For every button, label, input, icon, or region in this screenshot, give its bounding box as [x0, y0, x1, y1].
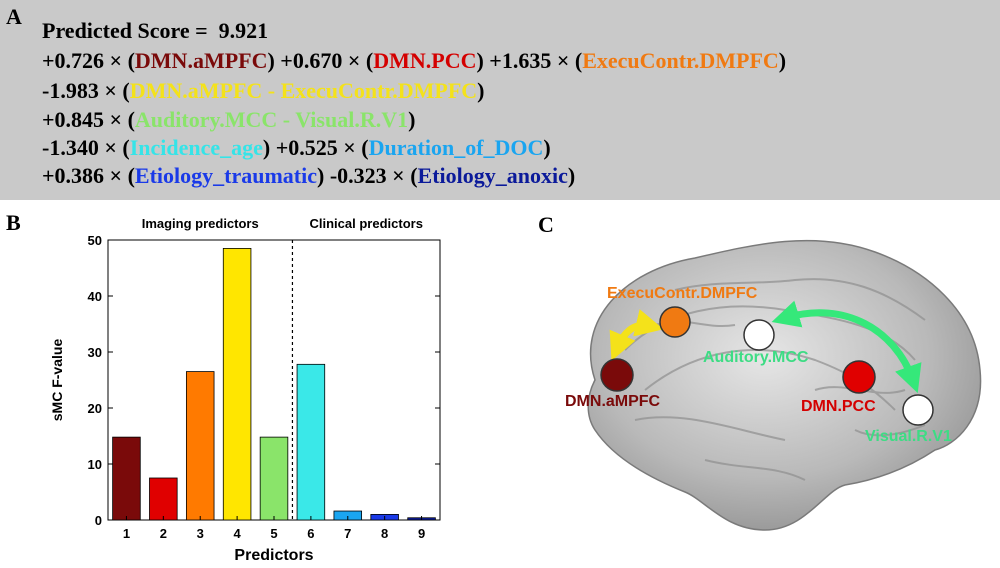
equation-term: DMN.aMPFC — [134, 48, 268, 73]
bar-2 — [149, 477, 178, 521]
equation-term: ) -0.323 × ( — [317, 163, 418, 188]
equation-term: -1.983 × ( — [42, 78, 130, 103]
node-execucontr-dmpfc — [659, 306, 691, 338]
panel-b-letter: B — [6, 210, 21, 235]
equation-term: Auditory.MCC - Visual.R.V1 — [134, 107, 409, 132]
equation-term: Predicted Score = 9.921 — [42, 18, 269, 43]
y-tick-label: 10 — [88, 457, 102, 472]
bar-1 — [112, 436, 141, 521]
bar-5 — [259, 436, 289, 521]
y-axis-label: sMC F-value — [49, 339, 65, 422]
equation-term: Incidence_age — [129, 135, 263, 160]
label-dmn-pcc: DMN.PCC — [801, 398, 876, 415]
x-tick-label: 7 — [344, 526, 351, 541]
bar-4 — [222, 248, 252, 521]
equation-term: Etiology_anoxic — [417, 163, 568, 188]
equation-term: ) — [567, 163, 576, 188]
equation-term: ) — [543, 135, 551, 160]
equation-term: +0.386 × ( — [42, 163, 135, 188]
x-tick-label: 4 — [233, 526, 241, 541]
equation-term: +0.726 × ( — [42, 48, 135, 73]
yellow-connection-arrow — [609, 309, 664, 361]
y-tick-label: 0 — [95, 513, 102, 528]
equation-term: -1.340 × ( — [42, 135, 130, 160]
label-dmn-ampfc: DMN.aMPFC — [565, 393, 661, 410]
node-dmn-ampfc — [600, 358, 634, 392]
node-visual-r-v1 — [902, 394, 934, 426]
y-tick-label: 50 — [88, 233, 102, 248]
equation-term: +0.845 × ( — [42, 107, 135, 132]
bar-6 — [296, 363, 326, 521]
equation-term: ) +1.635 × ( — [476, 48, 583, 73]
y-tick-label: 40 — [88, 289, 102, 304]
equation-line-6: +0.386 × (Etiology_traumatic) -0.323 × (… — [42, 163, 575, 189]
group-label-clinical: Clinical predictors — [310, 216, 423, 231]
equation-line-2: +0.726 × (DMN.aMPFC) +0.670 × (DMN.PCC) … — [42, 48, 786, 74]
x-tick-label: 1 — [123, 526, 130, 541]
equation-line-4: +0.845 × (Auditory.MCC - Visual.R.V1) — [42, 107, 415, 133]
node-auditory-mcc — [743, 319, 775, 351]
x-tick-label: 2 — [160, 526, 167, 541]
x-tick-label: 9 — [418, 526, 425, 541]
equation-line-1: Predicted Score = 9.921 — [42, 18, 268, 44]
x-tick-label: 5 — [270, 526, 277, 541]
bar-3 — [185, 371, 215, 521]
equation-term: ExecuContr.DMPFC — [582, 48, 779, 73]
panel-a-letter: A — [6, 4, 22, 29]
node-dmn-pcc — [842, 360, 876, 394]
equation-line-3: -1.983 × (DMN.aMPFC - ExecuContr.DMPFC) — [42, 78, 484, 104]
label-auditory-mcc: Auditory.MCC — [703, 349, 809, 366]
equation-panel: A Predicted Score = 9.921 +0.726 × (DMN.… — [0, 0, 1000, 200]
equation-term: ) +0.525 × ( — [262, 135, 369, 160]
equation-term: ) +0.670 × ( — [267, 48, 374, 73]
equation-term: ) — [477, 78, 485, 103]
x-tick-label: 3 — [197, 526, 204, 541]
equation-term: Etiology_traumatic — [134, 163, 317, 188]
y-tick-label: 20 — [88, 401, 102, 416]
brain-outline — [587, 239, 982, 531]
x-tick-label: 6 — [307, 526, 314, 541]
green-connection-arrow — [771, 300, 922, 394]
y-tick-label: 30 — [88, 345, 102, 360]
equation-line-5: -1.340 × (Incidence_age) +0.525 × (Durat… — [42, 135, 551, 161]
equation-term: Duration_of_DOC — [368, 135, 544, 160]
equation-term: ) — [408, 107, 416, 132]
brain-diagram: ExecuContr.DMPFC Auditory.MCC DMN.aMPFC … — [565, 239, 982, 531]
equation-term: ) — [778, 48, 787, 73]
equation-term: DMN.PCC — [373, 48, 477, 73]
equation-term: DMN.aMPFC - ExecuContr.DMPFC — [129, 78, 478, 103]
label-visual-r-v1: Visual.R.V1 — [865, 428, 952, 445]
group-label-imaging: Imaging predictors — [142, 216, 259, 231]
x-tick-label: 8 — [381, 526, 388, 541]
panel-c-letter: C — [538, 212, 554, 237]
x-axis-label: Predictors — [234, 547, 313, 564]
label-execucontr-dmpfc: ExecuContr.DMPFC — [607, 285, 758, 302]
bar-chart: 1 2 3 4 5 6 7 8 9 0 10 20 30 40 50 Imaging predictors Cl… — [49, 216, 441, 564]
